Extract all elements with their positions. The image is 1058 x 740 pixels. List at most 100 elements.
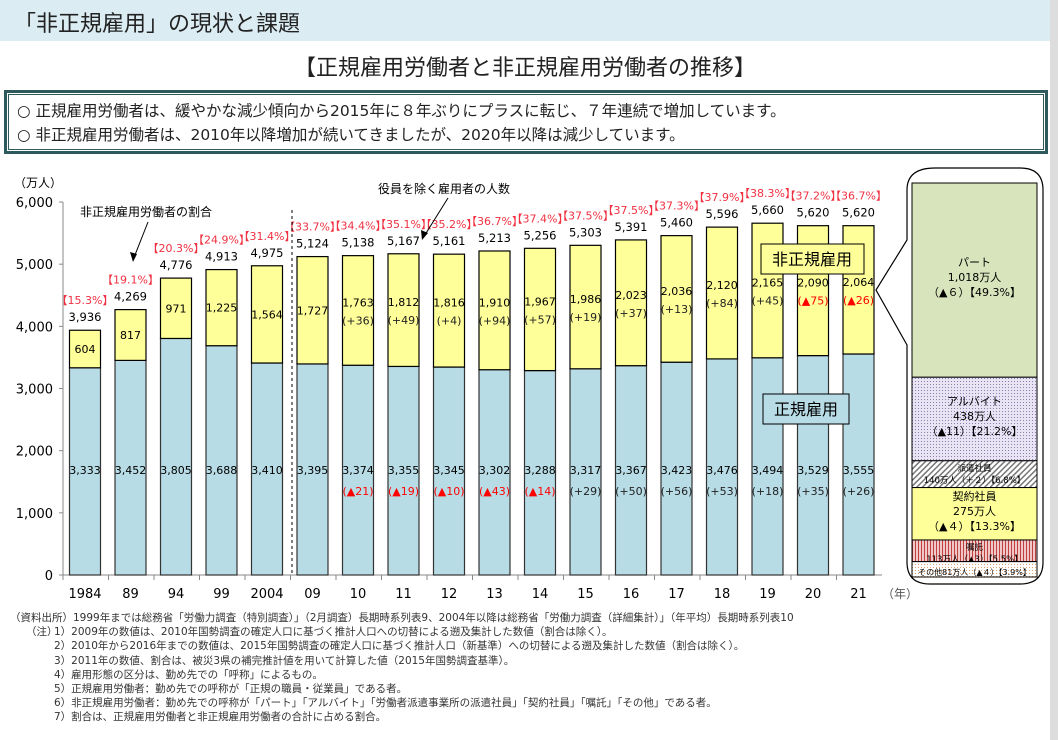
regular-change-label: (▲14) (524, 485, 555, 498)
total-label: 4,975 (251, 246, 284, 260)
svg-text:正規雇用: 正規雇用 (774, 400, 838, 419)
nonregular-change-label: (+57) (524, 313, 556, 326)
ratio-label: 【34.4%】 (330, 220, 387, 233)
note-item: 3）2011年の数値、割合は、被災3県の補完推計値を用いて計算した値（2015年… (54, 654, 515, 667)
x-tick-label: 09 (304, 587, 321, 602)
x-tick-label: 17 (668, 587, 685, 602)
regular-value-label: 3,410 (251, 464, 283, 477)
bar-regular (205, 345, 238, 576)
bar-nonregular (205, 268, 238, 347)
total-label: 3,936 (69, 310, 102, 324)
x-tick-label: 94 (168, 587, 185, 602)
regular-value-label: 3,288 (524, 464, 556, 477)
bar-nonregular (705, 226, 739, 360)
total-label: 4,776 (160, 258, 193, 272)
nonregular-value-label: 817 (120, 329, 141, 342)
regular-change-label: (▲19) (388, 485, 419, 498)
total-label: 4,913 (205, 250, 238, 264)
y-tick-label: 2,000 (16, 445, 53, 460)
y-tick-label: 3,000 (16, 383, 53, 398)
regular-change-label: (+35) (797, 485, 829, 498)
bar-nonregular (341, 255, 375, 366)
ratio-label: 【31.4%】 (239, 230, 296, 243)
bar-nonregular (114, 309, 147, 362)
breakdown-value: 275万人 (953, 505, 996, 518)
regular-value-label: 3,555 (843, 464, 875, 477)
ratio-label: 【37.3%】 (648, 200, 705, 213)
total-arrow (422, 197, 449, 239)
window-edge (1050, 0, 1058, 740)
nonregular-value-label: 971 (166, 302, 187, 315)
breakdown-name: 派遣社員 (957, 463, 992, 474)
breakdown-value: 438万人 (953, 410, 996, 423)
nonregular-value-label: 2,165 (752, 276, 784, 289)
x-tick-label: 20 (805, 587, 822, 602)
nonregular-change-label: (+37) (615, 307, 647, 320)
nonregular-change-label: (▲26) (843, 294, 874, 307)
x-tick-label: 14 (532, 587, 549, 602)
breakdown-detail: （▲11）【21.2%】 (927, 425, 1023, 438)
legend-nonregular: 非正規雇用 (760, 243, 865, 275)
total-label: 5,256 (524, 228, 557, 242)
bar-regular (523, 369, 557, 576)
nonregular-value-label: 1,225 (206, 302, 238, 315)
ratio-label: 【37.2%】 (785, 190, 842, 203)
nonregular-value-label: 1,763 (342, 296, 374, 309)
x-tick-label: 16 (623, 587, 640, 602)
breakdown-name: 嘱託 (966, 542, 984, 553)
svg-text:非正規雇用: 非正規雇用 (772, 250, 852, 269)
bar-nonregular (751, 222, 784, 359)
bar-regular (569, 368, 602, 576)
note-item: 6）非正規雇用労働者：勤め先での呼称が「パート」「アルバイト」「労働者派遣事業所… (54, 697, 717, 710)
regular-value-label: 3,345 (433, 464, 465, 477)
breakdown-bar (911, 376, 1038, 462)
nonregular-change-label: (+19) (570, 311, 602, 324)
ratio-label: 【24.9%】 (193, 234, 250, 247)
y-tick-label: 0 (45, 569, 53, 584)
ratio-label: 【33.7%】 (284, 221, 341, 234)
y-tick-label: 6,000 (16, 196, 53, 211)
breakdown-segment: 契約社員 275万人 （▲４）【13.3%】 (911, 487, 1038, 541)
nonregular-value-label: 1,986 (570, 293, 602, 306)
regular-value-label: 3,317 (570, 464, 602, 477)
regular-change-label: (+53) (706, 485, 738, 498)
summary-line: ○ 非正規雇用労働者は、2010年以降増加が続いてきましたが、2020年以降は減… (17, 126, 685, 144)
bar-nonregular (250, 265, 284, 364)
y-tick-label: 4,000 (16, 320, 53, 335)
note-item: 4）雇用形態の区分は、勤め先での「呼称」によるもの。 (54, 668, 323, 681)
breakdown-value: 1,018万人 (948, 271, 1002, 284)
ratio-label: 【36.7%】 (466, 215, 523, 228)
footnotes: （資料出所）1999年までは総務省「労働力調査（特別調査）」（2月調査）長期時系… (10, 611, 794, 725)
nonregular-value-label: 1,812 (388, 296, 420, 309)
bar-regular (341, 364, 375, 576)
legend-regular: 正規雇用 (762, 393, 850, 425)
ratio-label: 【35.1%】 (375, 218, 432, 231)
nonregular-value-label: 2,120 (706, 279, 738, 292)
bar-regular (432, 366, 466, 576)
x-tick-label: 11 (395, 587, 412, 602)
nonregular-value-label: 1,910 (479, 296, 511, 309)
regular-value-label: 3,423 (661, 464, 693, 477)
bar-regular (296, 363, 329, 576)
breakdown-bar (911, 182, 1038, 378)
x-tick-label: 12 (441, 587, 458, 602)
summary-line: ○ 正規雇用労働者は、緩やかな減少傾向から2015年に８年ぶりにプラスに転じ、７… (17, 102, 786, 120)
total-label: 5,596 (706, 207, 739, 221)
x-tick-label: 19 (759, 587, 776, 602)
x-tick-label: 99 (213, 587, 230, 602)
breakdown-detail: （▲６）【49.3%】 (928, 286, 1021, 299)
regular-change-label: (▲21) (342, 485, 373, 498)
regular-change-label: (▲43) (479, 485, 510, 498)
summary-box: ○ 正規雇用労働者は、緩やかな減少傾向から2015年に８年ぶりにプラスに転じ、７… (4, 90, 1048, 154)
breakdown-name: アルバイト (947, 395, 1002, 408)
nonregular-value-label: 1,816 (433, 297, 465, 310)
regular-change-label: (+29) (570, 485, 602, 498)
nonregular-value-label: 2,064 (843, 276, 875, 289)
bar-nonregular (660, 235, 693, 363)
bar-nonregular (159, 277, 193, 340)
ratio-label: 【37.9%】 (694, 191, 751, 204)
x-tick-label: 1984 (68, 587, 101, 602)
bar-regular (842, 353, 875, 576)
bar-nonregular (68, 329, 102, 369)
